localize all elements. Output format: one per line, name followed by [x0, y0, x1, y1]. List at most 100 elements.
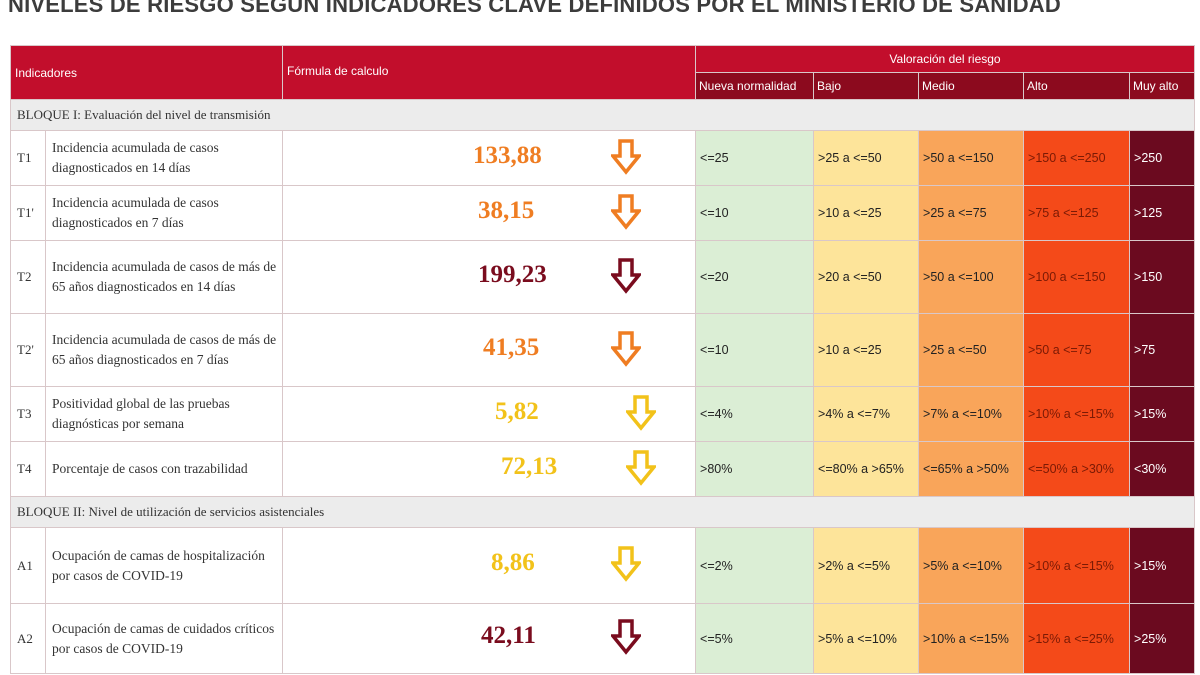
down-arrow-icon [611, 193, 642, 230]
indicator-value: 199,23 [478, 260, 547, 288]
table-row: T3 Positividad global de las pruebas diag… [10, 386, 1196, 442]
formula-cell: 5,82 [282, 386, 697, 442]
table-row: T2' Incidencia acumulada de casos de más … [10, 313, 1196, 387]
indicator-code: A1 [10, 527, 46, 604]
indicator-description: Incidencia acumulada de casos de más de … [44, 313, 284, 387]
down-arrow-icon [611, 138, 642, 175]
indicator-code: T1' [10, 185, 46, 241]
formula-cell: 8,86 [282, 527, 697, 604]
indicator-code: A2 [10, 603, 46, 674]
table-row: T4 Porcentaje de casos con trazabilidad 72… [10, 441, 1196, 497]
threshold-nueva-normalidad: <=25 [695, 130, 815, 186]
threshold-alto: <=50% a >30% [1023, 441, 1131, 497]
indicator-code: T1 [10, 130, 46, 186]
header-formula: Fórmula de calculo [282, 45, 697, 100]
formula-cell: 42,11 [282, 603, 697, 674]
threshold-muy-alto: >125 [1129, 185, 1196, 241]
threshold-muy-alto: >15% [1129, 527, 1196, 604]
down-arrow-icon [626, 449, 657, 486]
header-level-nueva-normalidad: Nueva normalidad [695, 72, 815, 100]
indicator-value: 41,35 [483, 333, 540, 361]
threshold-medio: >7% a <=10% [918, 386, 1025, 442]
table-row: T1' Incidencia acumulada de casos diagnos… [10, 185, 1196, 241]
indicator-code: T3 [10, 386, 46, 442]
indicator-code: T2' [10, 313, 46, 387]
formula-cell: 72,13 [282, 441, 697, 497]
indicator-value: 72,13 [501, 452, 558, 480]
indicator-value: 8,86 [491, 549, 535, 576]
block-row: BLOQUE I: Evaluación del nivel de transm… [9, 99, 1196, 131]
down-arrow-icon [611, 619, 642, 655]
threshold-muy-alto: >75 [1129, 313, 1196, 387]
indicator-description: Incidencia acumulada de casos diagnostic… [44, 185, 284, 241]
threshold-bajo: >20 a <=50 [813, 240, 920, 314]
indicator-code: T2 [10, 240, 46, 314]
table-row: T2 Incidencia acumulada de casos de más d… [10, 240, 1196, 314]
page-title: NIVELES DE RIESGO SEGÚN INDICADORES CLAV… [8, 0, 1061, 17]
threshold-muy-alto: >15% [1129, 386, 1196, 442]
formula-cell: 41,35 [282, 313, 697, 387]
threshold-alto: >10% a <=15% [1023, 386, 1131, 442]
threshold-bajo: <=80% a >65% [813, 441, 920, 497]
formula-cell: 38,15 [282, 185, 697, 241]
header-level-medio: Medio [918, 72, 1025, 100]
threshold-medio: >10% a <=15% [918, 603, 1025, 674]
threshold-bajo: >10 a <=25 [813, 185, 920, 241]
threshold-medio: >25 a <=75 [918, 185, 1025, 241]
threshold-nueva-normalidad: <=10 [695, 313, 815, 387]
threshold-alto: >50 a <=75 [1023, 313, 1131, 387]
indicator-value: 133,88 [473, 141, 542, 169]
threshold-nueva-normalidad: <=2% [695, 527, 815, 604]
threshold-nueva-normalidad: <=5% [695, 603, 815, 674]
threshold-bajo: >4% a <=7% [813, 386, 920, 442]
threshold-medio: >5% a <=10% [918, 527, 1025, 604]
block-title: BLOQUE II: Nivel de utilización de servi… [9, 496, 1196, 528]
indicator-description: Incidencia acumulada de casos diagnostic… [44, 130, 284, 186]
threshold-nueva-normalidad: <=4% [695, 386, 815, 442]
indicator-description: Incidencia acumulada de casos de más de … [44, 240, 284, 314]
indicator-description: Ocupación de camas de cuidados críticos … [44, 603, 284, 674]
formula-cell: 133,88 [282, 130, 697, 186]
header-valoracion: Valoración del riesgo [695, 45, 1196, 73]
indicator-value: 5,82 [495, 397, 539, 425]
formula-cell: 199,23 [282, 240, 697, 314]
header-level-muy-alto: Muy alto [1129, 72, 1196, 100]
threshold-bajo: >2% a <=5% [813, 527, 920, 604]
threshold-alto: >15% a <=25% [1023, 603, 1131, 674]
threshold-bajo: >10 a <=25 [813, 313, 920, 387]
down-arrow-icon [611, 546, 642, 582]
threshold-nueva-normalidad: <=20 [695, 240, 815, 314]
down-arrow-icon [626, 394, 657, 431]
threshold-alto: >150 a <=250 [1023, 130, 1131, 186]
table-row: A1 Ocupación de camas de hospitalización … [10, 527, 1196, 604]
threshold-muy-alto: <30% [1129, 441, 1196, 497]
indicator-description: Positividad global de las pruebas diagnó… [44, 386, 284, 442]
indicator-value: 38,15 [478, 196, 535, 224]
threshold-alto: >100 a <=150 [1023, 240, 1131, 314]
threshold-muy-alto: >150 [1129, 240, 1196, 314]
threshold-muy-alto: >25% [1129, 603, 1196, 674]
table-row: A2 Ocupación de camas de cuidados crítico… [10, 603, 1196, 674]
threshold-medio: <=65% a >50% [918, 441, 1025, 497]
threshold-alto: >10% a <=15% [1023, 527, 1131, 604]
threshold-medio: >50 a <=150 [918, 130, 1025, 186]
header-level-bajo: Bajo [813, 72, 920, 100]
indicator-code: T4 [10, 441, 46, 497]
threshold-bajo: >5% a <=10% [813, 603, 920, 674]
threshold-nueva-normalidad: >80% [695, 441, 815, 497]
threshold-alto: >75 a <=125 [1023, 185, 1131, 241]
header-indicadores: Indicadores [9, 45, 284, 100]
indicator-description: Ocupación de camas de hospitalización po… [44, 527, 284, 604]
threshold-medio: >25 a <=50 [918, 313, 1025, 387]
block-title: BLOQUE I: Evaluación del nivel de transm… [9, 99, 1196, 131]
risk-table: Indicadores Fórmula de calculo Valoració… [9, 45, 1196, 674]
threshold-nueva-normalidad: <=10 [695, 185, 815, 241]
threshold-bajo: >25 a <=50 [813, 130, 920, 186]
down-arrow-icon [611, 330, 642, 367]
table-row: T1 Incidencia acumulada de casos diagnost… [10, 130, 1196, 186]
threshold-medio: >50 a <=100 [918, 240, 1025, 314]
indicator-value: 42,11 [481, 622, 536, 649]
block-row: BLOQUE II: Nivel de utilización de servi… [9, 496, 1196, 528]
threshold-muy-alto: >250 [1129, 130, 1196, 186]
down-arrow-icon [611, 257, 642, 294]
